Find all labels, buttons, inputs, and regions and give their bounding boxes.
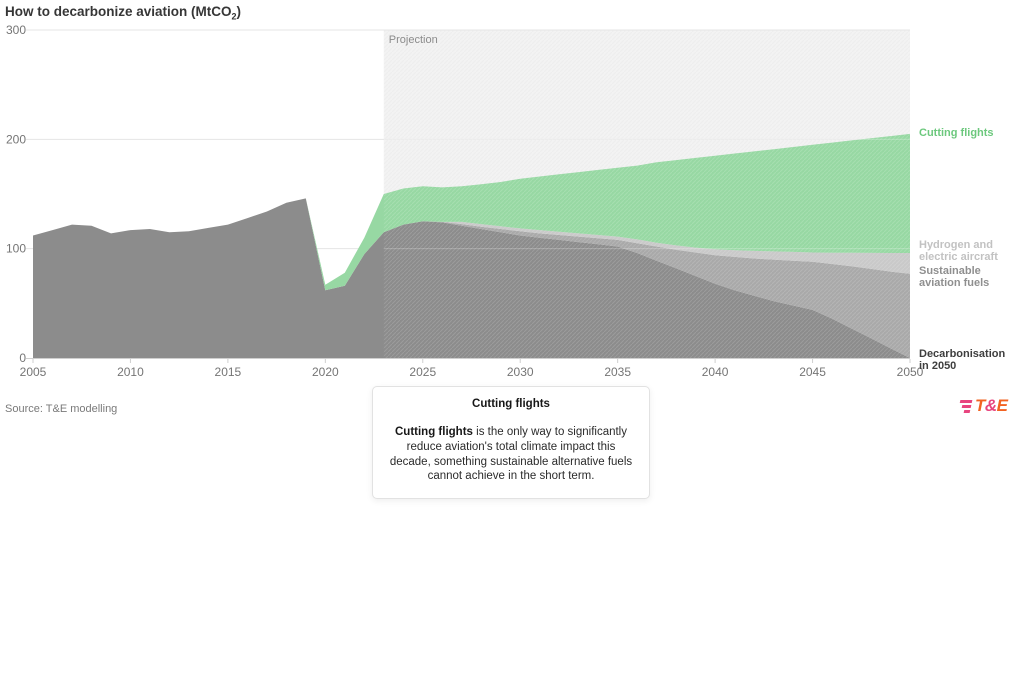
tooltip-body-bold: Cutting flights <box>395 426 473 438</box>
y-tick-label-100: 100 <box>6 242 26 256</box>
x-tick-label-2040: 2040 <box>702 365 729 379</box>
projection-label: Projection <box>389 34 438 46</box>
tooltip-body-rest: is the only way to significantly reduce … <box>389 426 633 483</box>
logo-ampersand: & <box>984 396 997 415</box>
legend-saf-line1: Sustainable <box>919 265 981 277</box>
x-tick-label-2005: 2005 <box>20 365 47 379</box>
chart-title-suffix: ) <box>236 4 242 19</box>
chart-title-subscript: 2 <box>231 11 237 22</box>
legend-hydrogen-line2: electric aircraft <box>919 250 998 263</box>
x-tick-label-2020: 2020 <box>312 365 339 379</box>
legend-decarb-line2: in 2050 <box>919 359 957 372</box>
tooltip-cutting-flights: Cutting flights Cutting flights is the o… <box>372 386 650 499</box>
y-tick-label-200: 200 <box>6 132 26 146</box>
tooltip-body: Cutting flights is the only way to signi… <box>386 425 636 484</box>
tooltip-title: Cutting flights <box>472 398 550 410</box>
legend-sustainable-aviation-fuels: Sustainable aviation fuels <box>919 265 1022 289</box>
legend-saf-line2: aviation fuels <box>919 276 990 289</box>
legend-hydrogen-line1: Hydrogen and <box>919 239 993 251</box>
logo-letter-t: T <box>975 396 985 415</box>
te-logo-text: T&E <box>975 396 1008 416</box>
x-tick-label-2010: 2010 <box>117 365 144 379</box>
x-tick-label-2050: 2050 <box>897 365 924 379</box>
x-tick-label-2045: 2045 <box>799 365 826 379</box>
legend-cutting-flights: Cutting flights <box>919 127 1022 140</box>
decarbonization-area-chart[interactable]: 2005 2010 2015 2020 2025 2030 2035 2040 2045 2050… <box>0 0 1024 385</box>
te-logo-bars-icon <box>958 399 973 413</box>
y-tick-label-300: 300 <box>6 23 26 37</box>
te-logo: T&E <box>959 396 1008 416</box>
source-note: Source: T&E modelling <box>5 403 118 415</box>
legend-decarb-line1: Decarbonisation <box>919 348 1006 360</box>
legend-decarbonisation-2050: Decarbonisation in 2050 <box>919 348 1022 372</box>
x-tick-label-2035: 2035 <box>604 365 631 379</box>
chart-title: How to decarbonize aviation (MtCO2) <box>5 4 241 22</box>
legend-hydrogen-electric: Hydrogen and electric aircraft <box>919 239 1022 263</box>
y-tick-label-0: 0 <box>19 351 26 365</box>
x-tick-label-2015: 2015 <box>215 365 242 379</box>
logo-letter-e: E <box>996 396 1008 415</box>
x-tick-label-2030: 2030 <box>507 365 534 379</box>
x-tick-label-2025: 2025 <box>409 365 436 379</box>
legend-cutting-flights-line1: Cutting flights <box>919 127 994 139</box>
chart-title-text: How to decarbonize aviation (MtCO <box>5 4 232 19</box>
